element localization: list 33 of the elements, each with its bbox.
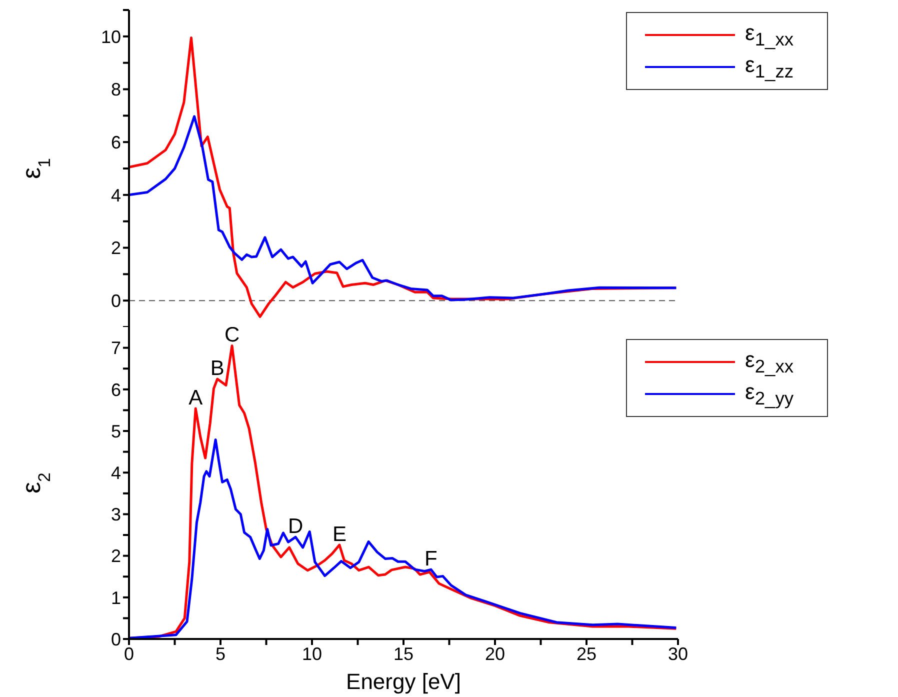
annotation: A (188, 386, 203, 410)
y-tick-label: 0 (110, 290, 121, 311)
y-tick-label: 6 (110, 132, 121, 152)
line-series (129, 115, 678, 302)
y-tick-label: 10 (100, 26, 121, 47)
y-tick-label: 2 (110, 546, 121, 566)
x-tick-label: 20 (484, 644, 506, 664)
annotation: C (224, 324, 240, 347)
y-tick-label: 3 (110, 504, 121, 525)
y-tick-label: 4 (110, 185, 121, 206)
y-tick-label: 8 (110, 80, 121, 100)
y-tick-label: 6 (110, 380, 121, 400)
annotation: D (288, 515, 304, 538)
x-tick-label: 5 (215, 644, 226, 664)
y-tick-label: 5 (110, 421, 121, 442)
x-axis-title: Energy [eV] (346, 669, 461, 694)
annotation: B (210, 357, 224, 380)
legend-label: ε$_{1_xx}$ (745, 20, 794, 50)
annotation: E (332, 522, 346, 546)
legend-label: ε$_{1_zz}$ (745, 52, 794, 82)
legend-label: ε$_{2_xx}$ (745, 346, 794, 378)
x-tick-label: 15 (393, 644, 414, 664)
legend-label: ε$_{2_yy}$ (745, 378, 794, 410)
x-tick-label: 30 (668, 644, 688, 664)
x-tick-label: 10 (302, 644, 322, 664)
x-tick-label: 0 (124, 644, 134, 664)
y-tick-label: 1 (110, 588, 121, 608)
y-tick-label: 7 (110, 338, 121, 358)
y-tick-label: 0 (110, 629, 121, 650)
y-tick-label: 4 (110, 462, 121, 483)
x-tick-label: 25 (576, 644, 597, 664)
y-tick-label: 2 (110, 238, 121, 258)
annotation: F (424, 548, 438, 571)
